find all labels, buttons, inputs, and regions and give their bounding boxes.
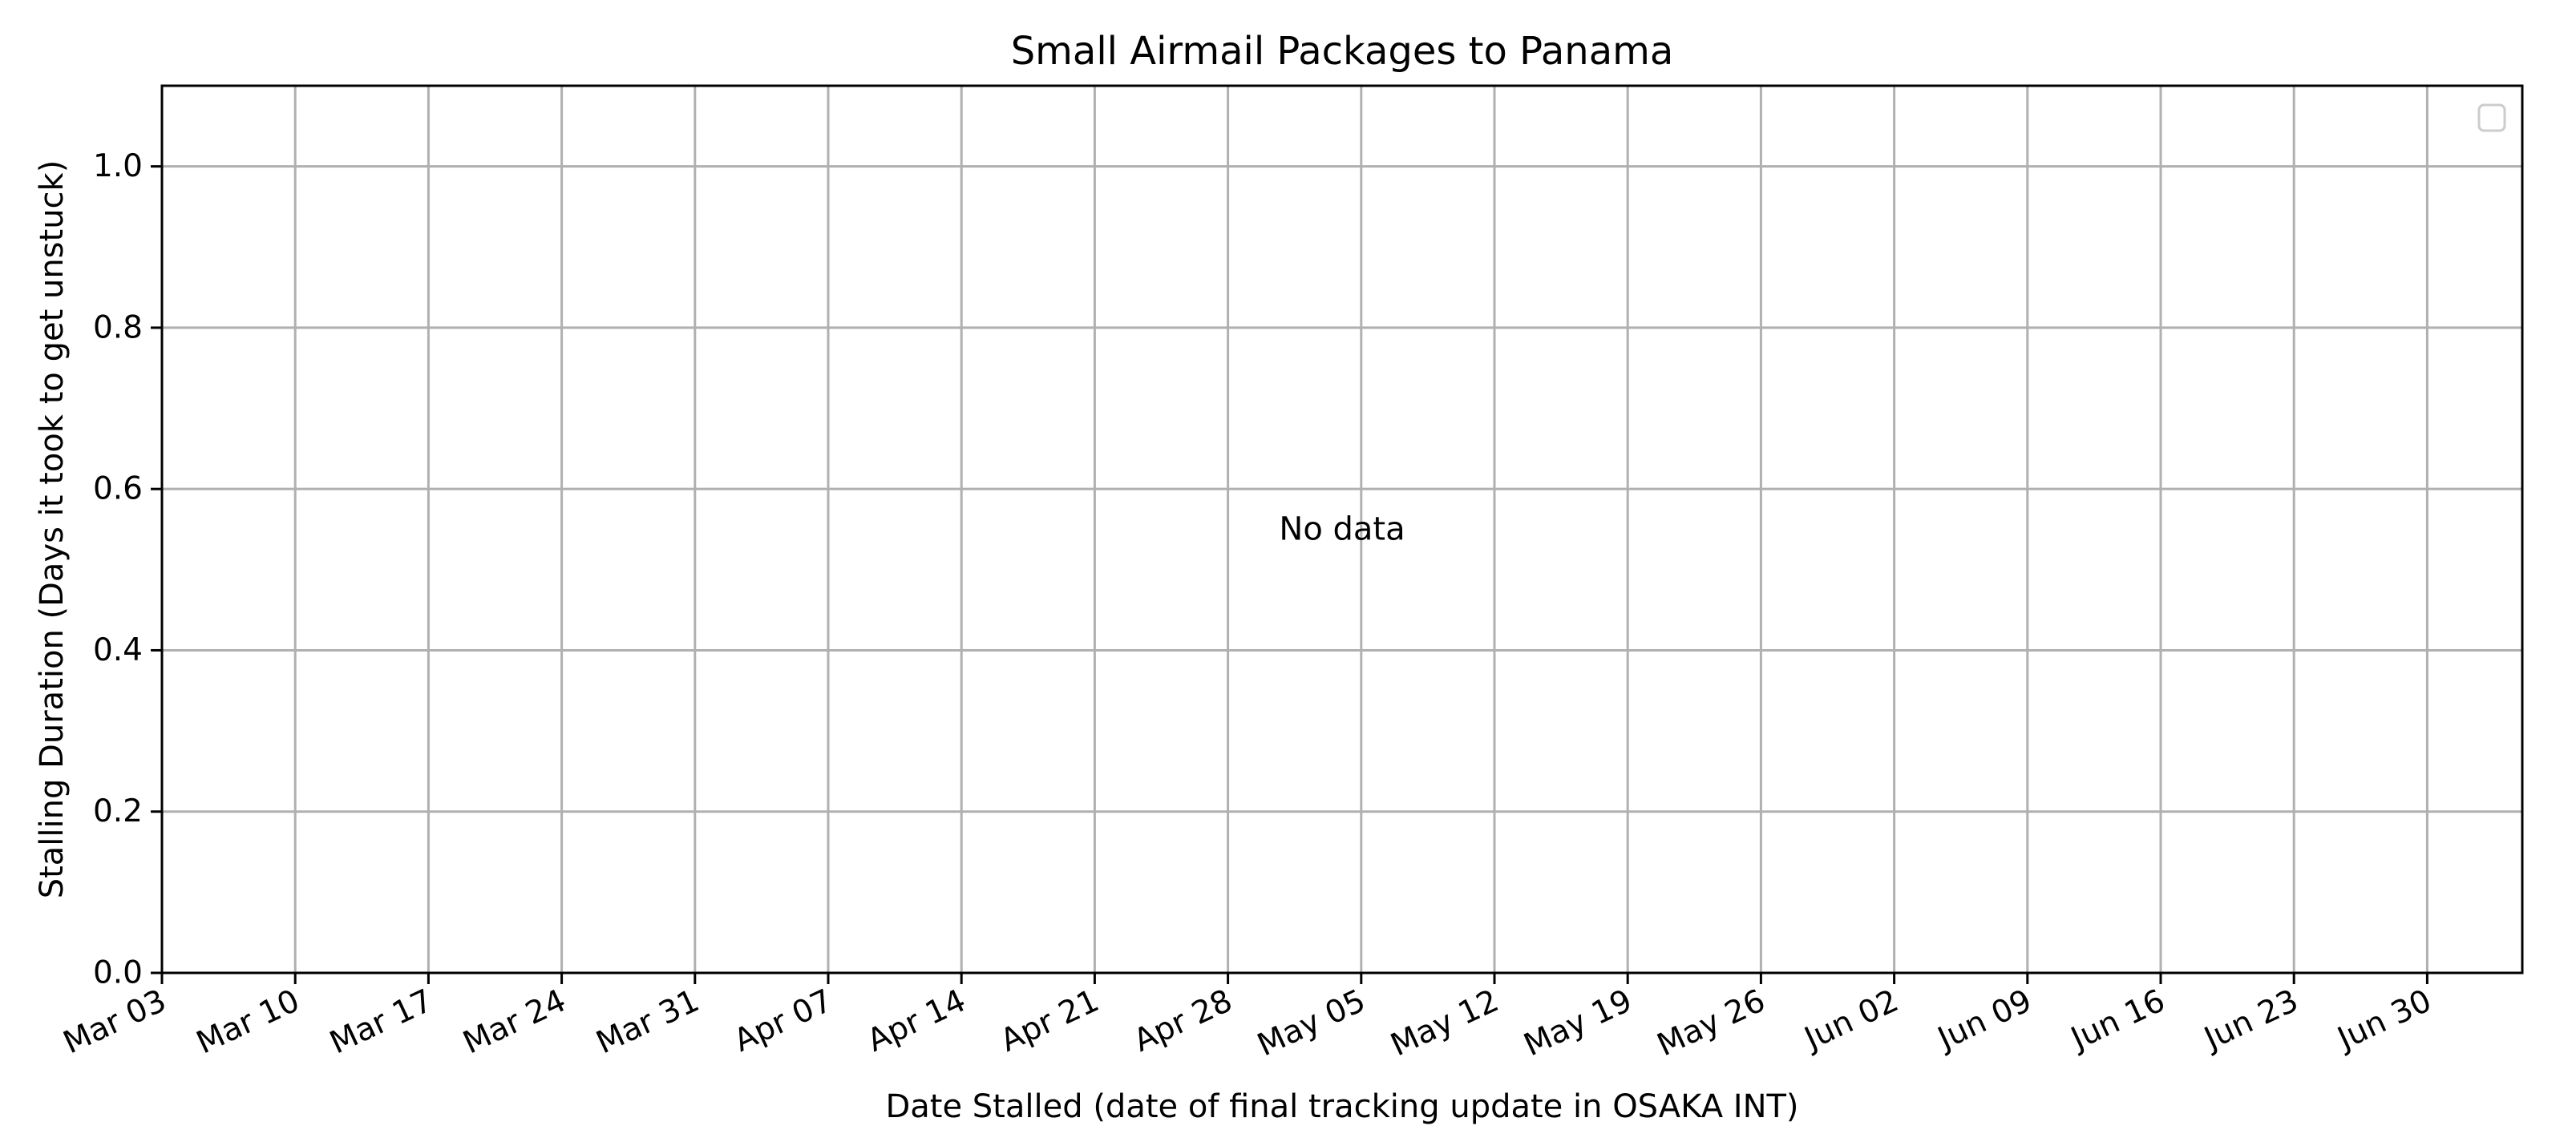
legend: [2477, 103, 2506, 132]
x-tick-label: Jun 23: [2197, 983, 2303, 1058]
x-tick-label: Jun 09: [1931, 983, 2037, 1058]
x-tick-label: Apr 21: [995, 983, 1104, 1059]
x-gridlines: [160, 86, 2428, 973]
x-tick-label: May 19: [1519, 983, 1637, 1063]
x-tick-label: May 26: [1652, 983, 1770, 1063]
x-axis-ticks: Mar 03 Mar 10 Mar 17 Mar 24 Mar 31 Apr 07 Apr …: [58, 973, 2437, 1063]
y-axis-ticks: 0.0 0.2 0.4 0.6 0.8 1.0: [93, 148, 162, 991]
x-tick-label: Mar 24: [458, 983, 572, 1061]
x-tick-label: Jun 30: [2330, 983, 2436, 1058]
x-tick-label: May 05: [1252, 983, 1371, 1063]
x-tick-label: Mar 17: [325, 983, 439, 1061]
x-axis-label: Date Stalled (date of final tracking upd…: [885, 1088, 1798, 1125]
y-tick-label: 0.6: [93, 471, 143, 507]
x-tick-label: Apr 07: [729, 983, 838, 1059]
x-tick-label: Mar 31: [591, 983, 705, 1061]
no-data-annotation: No data: [1279, 511, 1405, 548]
legend-box: [2477, 103, 2506, 132]
x-tick-label: Mar 03: [58, 983, 172, 1061]
y-tick-label: 1.0: [93, 148, 143, 184]
y-axis-label: Stalling Duration (Days it took to get u…: [34, 160, 71, 899]
y-tick-label: 0.2: [93, 793, 143, 829]
y-gridlines: [162, 165, 2522, 975]
y-tick-label: 0.8: [93, 309, 143, 345]
x-tick-label: Jun 02: [1798, 983, 1904, 1058]
x-tick-label: Jun 16: [2064, 983, 2170, 1058]
plot-frame: [160, 84, 2524, 975]
y-tick-label: 0.4: [93, 632, 143, 668]
x-tick-label: Mar 10: [192, 983, 305, 1061]
x-tick-label: May 12: [1385, 983, 1504, 1063]
x-tick-label: Apr 14: [862, 983, 971, 1059]
chart-title: Small Airmail Packages to Panama: [1011, 29, 1674, 74]
y-tick-label: 0.0: [93, 955, 143, 991]
x-tick-label: Apr 28: [1128, 983, 1237, 1059]
